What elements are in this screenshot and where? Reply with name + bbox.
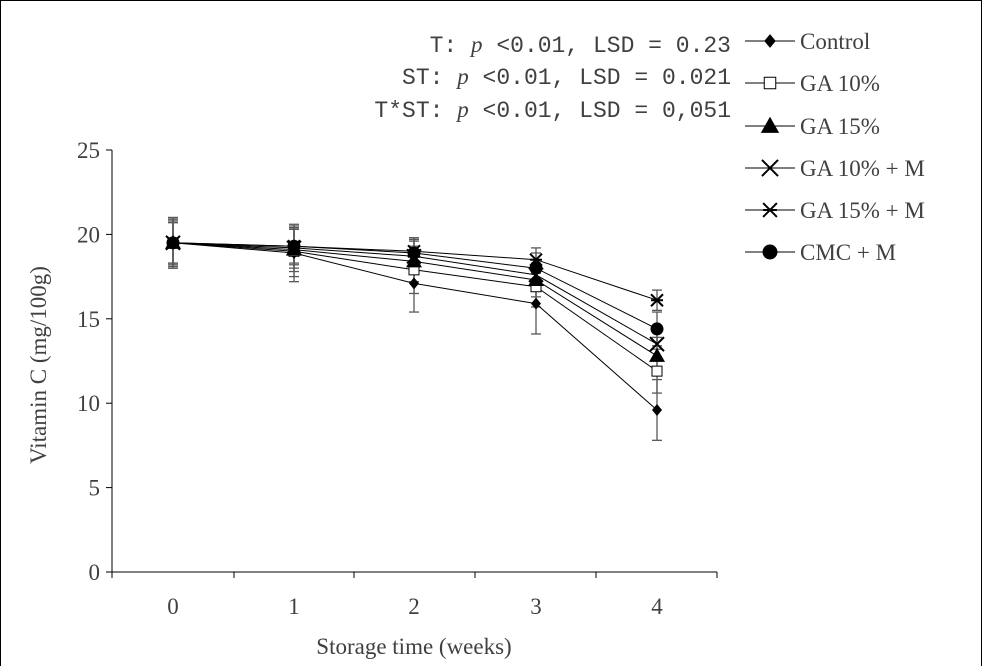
data-point [649, 336, 665, 352]
data-point [529, 261, 543, 275]
x-tick-label: 2 [408, 594, 420, 619]
legend-marker [762, 202, 778, 218]
data-point [652, 403, 662, 416]
data-point [166, 236, 180, 250]
x-tick-label: 4 [651, 594, 663, 619]
statistics-annotation: T: p <0.01, LSD = 0.23 ST: p <0.01, LSD =… [374, 32, 731, 124]
series-markers [165, 234, 665, 416]
legend-label: GA 10% [800, 71, 880, 96]
x-tick-label: 3 [530, 594, 542, 619]
legend-marker [764, 34, 776, 48]
legend-label: GA 15% [800, 114, 880, 139]
data-point [649, 347, 665, 362]
data-point [407, 246, 421, 260]
legend-marker [762, 244, 778, 260]
legend-item: CMC + M [745, 240, 896, 265]
data-point [650, 322, 664, 336]
legend-label: CMC + M [800, 240, 896, 265]
legend: Control GA 10% GA 15% GA 10% + M GA 15% + M C… [745, 29, 925, 265]
y-tick-label: 10 [77, 391, 100, 416]
data-point [528, 271, 544, 286]
legend-label: GA 15% + M [800, 198, 925, 223]
legend-item: GA 15% [745, 114, 880, 139]
stat-line: T*ST: p <0.01, LSD = 0,051 [374, 97, 731, 124]
stat-line: T: p <0.01, LSD = 0.23 [430, 32, 731, 59]
legend-marker [761, 159, 779, 177]
legend-marker [760, 116, 780, 133]
data-point [287, 239, 301, 253]
y-axis-label: Vitamin C (mg/100g) [26, 266, 51, 464]
data-point [409, 277, 419, 290]
data-point [406, 253, 422, 268]
axes [106, 149, 718, 578]
legend-item: Control [745, 29, 870, 54]
data-point [531, 297, 541, 310]
legend-item: GA 15% + M [745, 198, 925, 223]
legend-label: Control [800, 29, 870, 54]
y-tick-label: 15 [77, 307, 100, 332]
legend-item: GA 10% [745, 71, 880, 96]
tick-labels: 0 5 10 15 20 25 0 1 2 3 4 [77, 138, 663, 619]
y-tick-label: 0 [89, 560, 101, 585]
x-tick-label: 0 [167, 594, 179, 619]
x-tick-label: 1 [288, 594, 300, 619]
data-point [650, 293, 664, 307]
stat-line: ST: p <0.01, LSD = 0.021 [402, 64, 731, 91]
y-tick-label: 20 [77, 222, 100, 247]
legend-label: GA 10% + M [800, 156, 925, 181]
data-point [651, 365, 663, 377]
legend-marker [763, 76, 777, 90]
legend-item: GA 10% + M [745, 156, 925, 181]
y-tick-label: 5 [89, 476, 101, 501]
x-axis-label: Storage time (weeks) [316, 634, 511, 659]
y-tick-label: 25 [77, 138, 100, 163]
